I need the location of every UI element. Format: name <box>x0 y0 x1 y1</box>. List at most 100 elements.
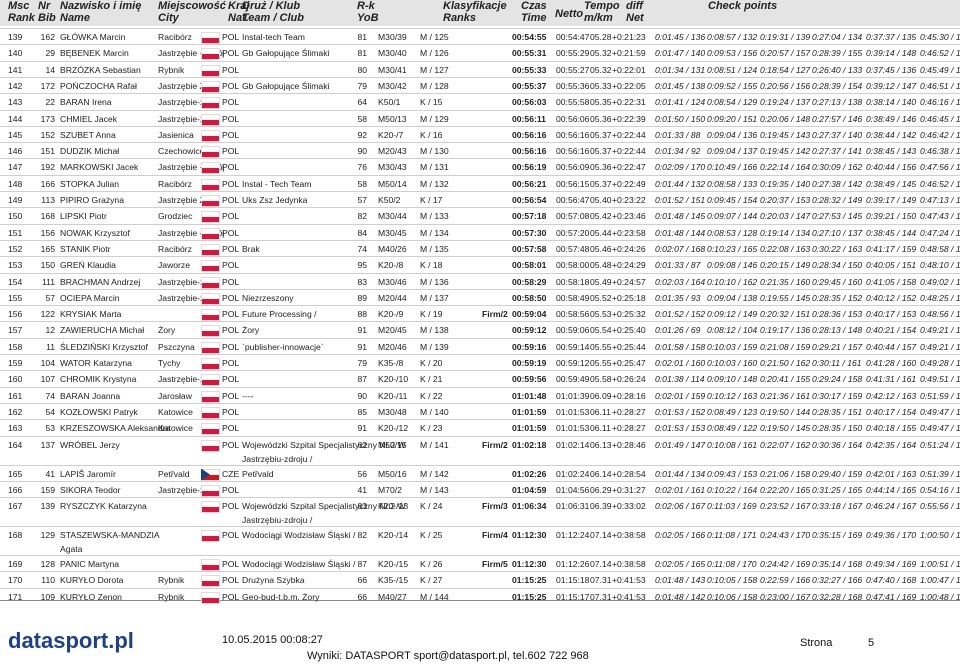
checkpoint: 0:48:58 / 155 <box>920 243 960 254</box>
cell-nat: POL <box>222 501 240 512</box>
flag <box>201 358 220 370</box>
cell-netto: 00:57:08 <box>556 211 590 222</box>
row-separator <box>0 419 960 421</box>
checkpoint: 0:22:07 / 162 <box>760 439 811 450</box>
checkpoint: 0:40:21 / 154 <box>866 325 917 336</box>
cell-tempo: 07.14 <box>590 530 612 541</box>
checkpoint: 0:51:59 / 165 <box>920 390 960 401</box>
checkpoint: 0:40:17 / 154 <box>866 406 917 417</box>
column-header: Kraj <box>228 0 250 12</box>
cell-time: 01:15:25 <box>512 575 547 586</box>
checkpoint: 0:09:53 / 156 <box>707 48 758 59</box>
cell-netto: 00:55:58 <box>556 97 590 108</box>
cell-tempo: 05.53 <box>590 309 612 320</box>
flag <box>201 97 220 110</box>
cell-yob: 91 <box>357 325 367 336</box>
cell-diff: +0:28:27 <box>612 423 646 434</box>
cell-time: 00:55:37 <box>512 80 547 91</box>
cell-cat: M50/14 <box>378 178 407 189</box>
checkpoint: 0:47:13 / 148 <box>920 195 960 205</box>
cell-time: 01:12:30 <box>512 530 547 541</box>
checkpoint: 0:55:56 / 167 <box>920 501 960 512</box>
cell-city: Racibórz <box>158 32 192 42</box>
checkpoint: 0:09:04 / 137 <box>707 146 758 157</box>
cell-cat: K20-/8 <box>378 260 404 271</box>
checkpoint: 0:42:12 / 163 <box>866 390 917 401</box>
flag <box>201 325 220 338</box>
cell-time: 00:56:19 <box>512 162 547 173</box>
cell-time: 01:01:59 <box>512 423 547 434</box>
cell-rank: 160 <box>8 374 23 385</box>
cell-yob: 79 <box>357 80 367 91</box>
cell-city: Jastrzębie-zdrój <box>158 292 219 303</box>
cell-team: `publisher-innowacje` <box>242 341 324 352</box>
cell-nat: POL <box>222 374 240 385</box>
cell-team: Geo-bud-t.b.m. Żory <box>242 591 320 602</box>
cell-rank: 171 <box>8 591 23 602</box>
row-separator <box>0 256 960 258</box>
cell-nat: POL <box>222 575 240 586</box>
column-header: Netto <box>555 8 584 20</box>
checkpoint: 0:02:01 / 159 <box>655 390 706 401</box>
flag <box>201 575 220 588</box>
cell-nat: POL <box>222 276 240 287</box>
cell-diff: +0:41:53 <box>612 591 646 602</box>
cell-time: 01:02:26 <box>512 468 547 479</box>
cell-time: 00:59:16 <box>512 341 547 352</box>
checkpoint: 0:08:53 / 128 <box>707 227 758 238</box>
cell-time: 00:58:50 <box>512 292 547 303</box>
cell-yob: 57 <box>357 195 367 205</box>
cell-tempo: 06.11 <box>590 406 611 417</box>
cell-cat: M40/26 <box>378 243 407 254</box>
cell-yob: 91 <box>357 341 367 352</box>
cell-diff: +0:28:46 <box>612 439 646 450</box>
cell-tempo: 07.31 <box>590 575 612 586</box>
cell-diff: +0:25:40 <box>612 325 646 336</box>
cell-firm: Firm/2 <box>482 309 508 320</box>
cell-city: Jastrzębie-zdrój <box>158 484 219 495</box>
cell-yob: 58 <box>357 178 367 189</box>
cell-cat: M30/40 <box>378 48 407 59</box>
cell-diff: +0:24:57 <box>612 276 646 287</box>
checkpoint: 0:01:52 / 152 <box>655 309 706 320</box>
column-header-sub: Nat. <box>228 12 249 24</box>
cell-tempo: 06.09 <box>590 390 612 401</box>
column-header-sub: Name <box>60 12 90 24</box>
cell-netto: 00:57:20 <box>556 227 590 238</box>
cell-nat: POL <box>222 591 240 602</box>
cell-name: BRACHMAN Andrzej <box>60 276 141 287</box>
cell-yob: 81 <box>357 32 367 42</box>
cell-tempo: 05.33 <box>590 80 612 91</box>
flag <box>201 195 220 207</box>
checkpoint: 0:39:17 / 149 <box>866 195 917 205</box>
checkpoint: 0:20:03 / 147 <box>760 211 811 222</box>
cell-name: GREŃ Klaudia <box>60 260 116 271</box>
checkpoint: 0:02:06 / 167 <box>655 501 706 512</box>
cell-bib: 137 <box>40 439 55 450</box>
cell-cat: M70/2 <box>378 484 402 495</box>
cell-ranks: K / 22 <box>420 390 443 401</box>
cell-ranks: M / 129 <box>420 113 449 124</box>
column-header: R-k <box>357 0 375 12</box>
cell-yob: 56 <box>357 468 367 479</box>
cell-tempo: 07.14 <box>590 559 612 570</box>
cell-diff: +0:28:16 <box>612 390 646 401</box>
checkpoint: 0:40:17 / 153 <box>866 309 917 320</box>
cell-diff: +0:31:27 <box>612 484 646 495</box>
cell-ranks: K / 18 <box>420 260 443 271</box>
row-separator <box>0 223 960 225</box>
cell-yob: 41 <box>357 484 367 495</box>
cell-cat: M30/46 <box>378 276 407 287</box>
checkpoint: 0:29:45 / 160 <box>812 276 863 287</box>
checkpoint: 0:41:28 / 160 <box>866 358 917 368</box>
cell-ranks: M / 132 <box>420 178 449 189</box>
cell-nat: POL <box>222 64 240 75</box>
cell-bib: 74 <box>45 390 55 401</box>
cell-city: Katowice <box>158 423 193 434</box>
checkpoint: 0:38:14 / 140 <box>866 97 917 108</box>
checkpoint: 0:01:48 / 143 <box>655 575 706 586</box>
cell-rank: 154 <box>8 276 23 287</box>
checkpoint: 0:10:23 / 165 <box>707 243 758 254</box>
cell-cat: M20/46 <box>378 341 407 352</box>
cell-rank: 155 <box>8 292 23 303</box>
